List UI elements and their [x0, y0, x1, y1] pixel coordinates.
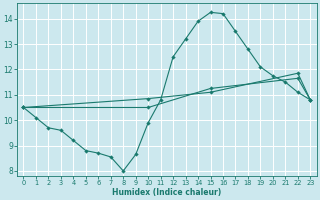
X-axis label: Humidex (Indice chaleur): Humidex (Indice chaleur) [112, 188, 221, 197]
